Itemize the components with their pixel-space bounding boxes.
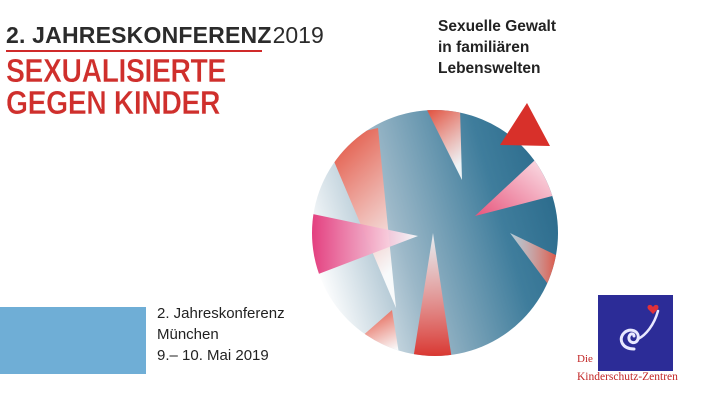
event-info: 2. Jahreskonferenz München 9.– 10. Mai 2… [157,303,285,366]
logo-square [598,295,673,371]
conference-year: 2019 [272,22,324,48]
subtitle-line-1: Sexuelle Gewalt [438,18,557,35]
title-line-2: GEGEN KINDER [6,87,221,119]
conference-label: 2. JAHRESKONFERENZ [6,22,272,48]
triangle-left-pink [312,213,418,278]
triangle-top-left [325,128,396,308]
heart-icon [647,304,659,314]
circle-triangles-graphic [312,103,558,356]
subtitle-line-2: in familiären [438,39,530,56]
accent-blue-bar [0,307,146,374]
event-line-1: 2. Jahreskonferenz [157,305,285,322]
event-line-3: 9.– 10. Mai 2019 [157,347,269,364]
triangle-bottom-spike [413,233,452,356]
triangle-top-mid [425,110,462,180]
triangle-outside-red [500,103,550,146]
conference-header: 2. JAHRESKONFERENZ 2019 [6,22,324,49]
conference-title: SEXUALISIERTE GEGEN KINDER [6,55,262,119]
logo-spiral-icon [619,304,660,351]
title-line-1: SEXUALISIERTE [6,55,227,87]
header-divider [6,50,262,52]
event-line-2: München [157,326,219,343]
kinderschutz-logo: Die Kinderschutz-Zentren [575,295,681,391]
logo-text-name: Kinderschutz-Zentren [577,371,678,383]
subtitle-line-3: Lebenswelten [438,60,541,77]
conference-subtitle: Sexuelle Gewalt in familiären Lebenswelt… [438,16,618,79]
logo-text-die: Die [577,353,593,365]
